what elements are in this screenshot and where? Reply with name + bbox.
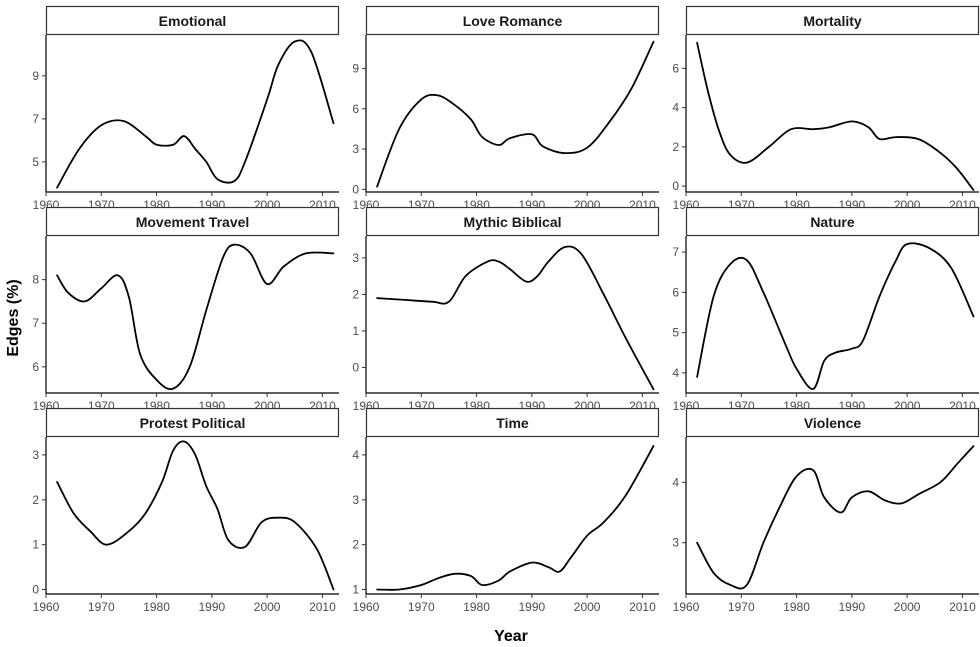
strip-title-mortality: Mortality [803, 13, 862, 29]
series-line-mythic-biblical [376, 245, 655, 391]
strip-violence [685, 407, 980, 438]
y-tick-label: 6 [672, 61, 679, 75]
y-axis-title: Edges (%) [5, 279, 22, 356]
x-tick-label: 2010 [309, 600, 336, 614]
strip-title-emotional: Emotional [159, 13, 227, 29]
y-tick-label: 0 [32, 583, 39, 597]
y-tick-label: 4 [672, 366, 679, 380]
strip-title-movement-travel: Movement Travel [136, 214, 250, 230]
y-tick-label: 7 [32, 316, 39, 330]
y-tick-label: 6 [672, 285, 679, 299]
strip-title-protest-political: Protest Political [140, 415, 246, 431]
series-line-time [376, 445, 655, 591]
panel-violence: Violence 3 4 1960 1970 1980 1990 2000 2010 [672, 407, 980, 614]
series-line-mortality [696, 41, 975, 191]
x-tick-label: 1970 [408, 600, 435, 614]
series-line-protest-political [56, 440, 335, 591]
series-line-nature [696, 242, 975, 390]
x-tick-label: 1990 [838, 600, 865, 614]
y-tick-label: 9 [32, 69, 39, 83]
y-tick-label: 1 [32, 538, 39, 552]
series-line-movement-travel [56, 243, 335, 390]
strip-mortality [685, 5, 980, 36]
panel-protest-political: Protest Political 0 1 2 3 1960 1970 1980 1990 200… [32, 407, 340, 614]
y-tick-label: 6 [32, 360, 39, 374]
y-tick-label: 4 [352, 448, 359, 462]
y-tick-label: 4 [672, 101, 679, 115]
y-tick-label: 5 [672, 326, 679, 340]
y-tick-label: 1 [352, 583, 359, 597]
y-tick-label: 3 [32, 448, 39, 462]
x-axis-title: Year [494, 628, 528, 645]
strip-movement-travel [45, 206, 340, 237]
y-tick-label: 5 [32, 155, 39, 169]
series-line-violence [696, 445, 975, 590]
strip-title-time: Time [496, 415, 529, 431]
strip-title-violence: Violence [804, 415, 862, 431]
x-tick-label: 2000 [574, 600, 601, 614]
y-tick-label: 4 [672, 475, 679, 489]
y-tick-label: 0 [352, 360, 359, 374]
y-tick-label: 2 [352, 538, 359, 552]
y-tick-label: 0 [352, 182, 359, 196]
x-tick-label: 1980 [463, 600, 490, 614]
panel-time: Time 1 2 3 4 1960 1970 1980 1990 2000 2010 [352, 407, 660, 614]
y-tick-label: 9 [352, 62, 359, 76]
x-tick-label: 2000 [254, 600, 281, 614]
x-tick-label: 2010 [949, 600, 976, 614]
x-tick-label: 1980 [783, 600, 810, 614]
strip-time [365, 407, 660, 438]
y-tick-label: 0 [672, 179, 679, 193]
strip-nature [685, 206, 980, 237]
x-tick-label: 1960 [673, 600, 700, 614]
y-tick-label: 3 [352, 493, 359, 507]
y-tick-label: 2 [672, 140, 679, 154]
y-tick-label: 3 [352, 251, 359, 265]
y-tick-label: 2 [352, 287, 359, 301]
y-tick-label: 7 [672, 245, 679, 259]
x-tick-label: 1960 [33, 600, 60, 614]
x-tick-label: 2000 [894, 600, 921, 614]
x-tick-label: 1980 [143, 600, 170, 614]
y-tick-label: 6 [352, 102, 359, 116]
strip-title-mythic-biblical: Mythic Biblical [463, 214, 561, 230]
x-tick-label: 2010 [629, 600, 656, 614]
series-line-love-romance [376, 40, 655, 188]
x-tick-label: 1970 [88, 600, 115, 614]
x-tick-label: 1970 [728, 600, 755, 614]
y-tick-label: 8 [32, 273, 39, 287]
y-tick-label: 7 [32, 112, 39, 126]
strip-mythic-biblical [365, 206, 660, 237]
strip-protest-political [45, 407, 340, 438]
x-tick-label: 1960 [353, 600, 380, 614]
strip-love-romance [365, 5, 660, 36]
y-tick-label: 3 [352, 142, 359, 156]
y-tick-label: 3 [672, 536, 679, 550]
x-tick-label: 1990 [198, 600, 225, 614]
strip-title-love-romance: Love Romance [463, 13, 563, 29]
series-line-emotional [56, 39, 335, 189]
x-tick-label: 1990 [518, 600, 545, 614]
y-tick-label: 2 [32, 493, 39, 507]
y-tick-label: 1 [352, 324, 359, 338]
strip-title-nature: Nature [810, 214, 855, 230]
strip-emotional [45, 5, 340, 36]
